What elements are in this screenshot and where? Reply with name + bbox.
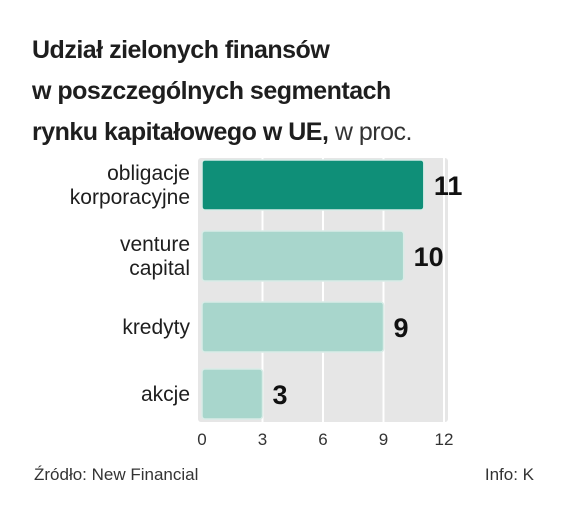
category-label: venture	[120, 233, 190, 256]
chart-title-line-2: w poszczególnych segmentach	[32, 77, 391, 105]
category-label: capital	[129, 257, 190, 280]
tick-label: 3	[258, 430, 267, 449]
tick-label: 9	[379, 430, 388, 449]
data-label: 3	[273, 380, 288, 410]
data-label: 10	[414, 242, 444, 272]
chart-title-line-3-bold: rynku kapitałowego w UE,	[32, 118, 329, 146]
source-note: Źródło: New Financial	[34, 465, 199, 484]
category-label: obligacje	[107, 162, 190, 185]
bar	[201, 301, 385, 353]
data-label: 11	[434, 171, 463, 201]
bar	[201, 230, 405, 282]
tick-label: 6	[318, 430, 327, 449]
chart-title-unit: w proc.	[334, 118, 413, 146]
credit-note: Info: K	[484, 465, 534, 484]
tick-label: 0	[197, 430, 206, 449]
category-label: korporacyjne	[70, 186, 190, 209]
chart-title: Udział zielonych finansów w poszczególny…	[32, 30, 532, 153]
bar	[201, 159, 425, 211]
bar	[201, 368, 264, 420]
chart-title-line-1: Udział zielonych finansów	[32, 36, 330, 64]
category-label: akcje	[141, 383, 190, 406]
tick-label: 12	[435, 430, 454, 449]
data-label: 9	[394, 313, 409, 343]
category-label: kredyty	[122, 316, 190, 339]
chart-title-line-3: rynku kapitałowego w UE, w proc.	[32, 112, 532, 153]
